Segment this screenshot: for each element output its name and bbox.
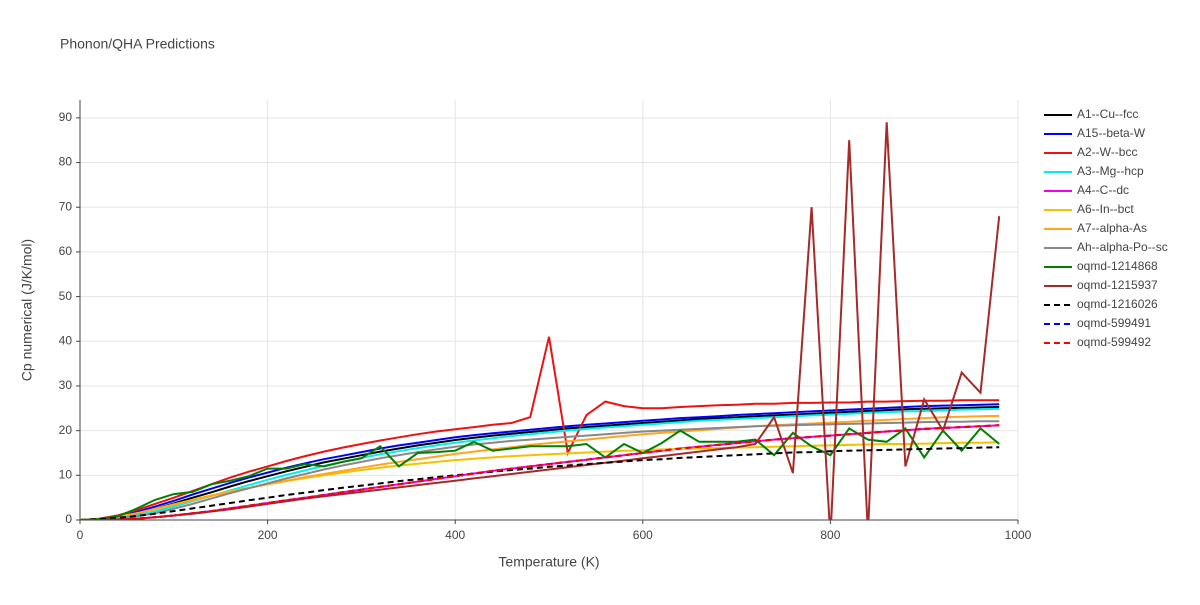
legend-label: A1--Cu--fcc [1077,107,1138,121]
y-tick-label: 0 [65,512,72,526]
x-axis-title: Temperature (K) [498,554,599,570]
legend-label: A4--C--dc [1077,183,1129,197]
legend-label: oqmd-599492 [1077,335,1151,349]
grid: 0 10 20 30 40 50 60 70 80 90 0 200 400 600 800 1000 [59,100,1032,542]
legend-label: A3--Mg--hcp [1077,164,1144,178]
legend-label: oqmd-599491 [1077,316,1151,330]
legend-label: oqmd-1216026 [1077,297,1158,311]
y-tick-label: 10 [59,467,73,481]
plot-area [80,122,1001,520]
series-line [80,406,1000,520]
legend-label: A15--beta-W [1077,126,1146,140]
y-tick-label: 60 [59,244,73,258]
legend-label: oqmd-1214868 [1077,259,1158,273]
y-axis-title: Cp numerical (J/K/mol) [19,239,35,381]
series-line [80,424,1000,520]
series-line [80,446,1000,520]
legend: A1--Cu--fcc A15--beta-W A2--W--bcc A3--Mg--… [1044,107,1168,349]
y-tick-label: 40 [59,333,73,347]
y-tick-label: 50 [59,289,73,303]
y-tick-label: 20 [59,423,73,437]
x-tick-label: 400 [445,528,465,542]
series-line [80,414,1000,520]
legend-label: A7--alpha-As [1077,221,1147,235]
x-tick-label: 0 [77,528,84,542]
legend-label: A6--In--bct [1077,202,1134,216]
x-tick-label: 600 [633,528,653,542]
series-line [80,420,1000,520]
series-line [80,426,1000,520]
series-line [80,407,1000,520]
legend-label: Ah--alpha-Po--sc [1077,240,1168,254]
x-tick-label: 1000 [1005,528,1032,542]
series-line [80,403,1000,520]
legend-label: A2--W--bcc [1077,145,1137,159]
chart-title: Phonon/QHA Predictions [60,36,215,52]
x-tick-label: 200 [258,528,278,542]
y-tick-label: 90 [59,110,73,124]
series-line [80,336,1000,520]
y-tick-label: 80 [59,155,73,169]
legend-label: oqmd-1215937 [1077,278,1158,292]
x-tick-label: 800 [820,528,840,542]
y-tick-label: 30 [59,378,73,392]
y-tick-label: 70 [59,199,73,213]
